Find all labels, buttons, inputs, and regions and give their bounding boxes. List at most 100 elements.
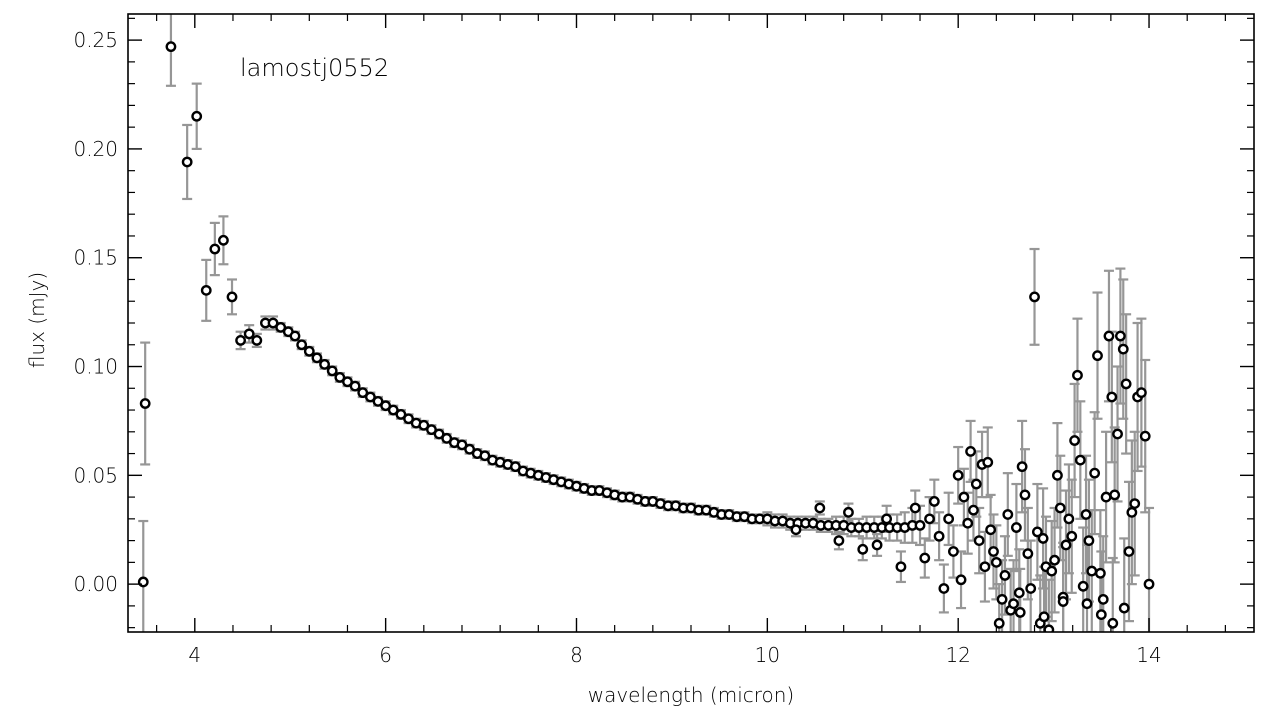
x-tick-label: 8 (570, 643, 583, 667)
data-point (289, 330, 301, 342)
data-point (226, 291, 238, 303)
data-point (1136, 387, 1147, 399)
data-point (1080, 509, 1092, 520)
data-point (1063, 513, 1075, 525)
data-point (137, 576, 149, 588)
data-point (857, 543, 869, 555)
data-point (1139, 430, 1151, 442)
data-point (1052, 469, 1063, 481)
data-point (914, 519, 926, 531)
data-marks (137, 14, 1155, 632)
data-point (1054, 502, 1066, 514)
data-point (311, 352, 323, 364)
data-point (418, 419, 430, 431)
data-point (357, 387, 369, 399)
data-point (1112, 428, 1123, 440)
data-point (296, 339, 308, 351)
y-tick-label: 0.10 (73, 355, 118, 379)
data-point (895, 561, 907, 573)
data-point (1077, 580, 1089, 592)
data-point (1057, 596, 1069, 607)
axes-layer: 4 6 8 10 12 14 0.00 0.05 0.10 0.15 0.20 0.25 (73, 13, 1255, 667)
data-point (395, 408, 407, 420)
data-point (1022, 548, 1034, 560)
data-point (267, 317, 279, 329)
data-point (1109, 489, 1121, 501)
data-point (464, 443, 476, 455)
data-point (1083, 535, 1095, 547)
data-point (1107, 617, 1119, 629)
data-point (938, 583, 950, 594)
data-point (275, 321, 287, 333)
data-point (968, 504, 979, 516)
data-point (1072, 369, 1083, 381)
x-tick-label: 4 (188, 643, 201, 667)
data-point (1086, 565, 1098, 577)
data-point (1094, 567, 1106, 579)
data-point (1019, 489, 1031, 501)
data-point (1066, 530, 1078, 542)
data-point (1043, 624, 1055, 632)
data-point (479, 450, 491, 462)
data-point (790, 524, 802, 536)
plot-layer (137, 14, 1155, 632)
data-point (441, 432, 453, 444)
data-point (1103, 330, 1115, 342)
data-point (1038, 611, 1050, 623)
data-point (909, 502, 921, 514)
data-point (235, 335, 247, 346)
data-point (380, 400, 392, 412)
data-point (1081, 598, 1093, 610)
data-point (999, 570, 1011, 581)
data-point (433, 428, 445, 440)
x-tick-label: 14 (1136, 643, 1161, 667)
data-point (833, 535, 845, 547)
data-point (1129, 498, 1141, 510)
data-point (209, 243, 221, 255)
data-point (952, 469, 964, 481)
data-point (1115, 330, 1126, 342)
y-tick-label: 0.05 (73, 463, 118, 487)
data-point (1025, 583, 1037, 594)
data-point (933, 530, 945, 542)
data-point (919, 552, 931, 564)
data-point (1013, 587, 1025, 599)
data-point (970, 478, 982, 490)
data-point (426, 424, 437, 436)
data-point (1008, 598, 1019, 610)
data-point (958, 491, 970, 503)
data-point (319, 358, 330, 370)
data-point (334, 372, 346, 383)
data-point (372, 395, 384, 407)
data-point (349, 380, 361, 392)
chart-annotation: lamostj0552 (240, 54, 389, 82)
data-point (982, 456, 994, 468)
data-point (843, 506, 854, 518)
data-point (1100, 491, 1112, 503)
data-point (1002, 509, 1014, 520)
data-point (1037, 533, 1049, 544)
data-point (1046, 565, 1058, 577)
data-point (251, 335, 263, 346)
data-point (200, 284, 212, 296)
data-point (1118, 602, 1130, 614)
data-point (1010, 522, 1022, 533)
data-point (181, 156, 193, 168)
data-point (364, 391, 376, 403)
data-point (943, 513, 955, 525)
data-point (955, 574, 967, 586)
data-point (456, 439, 468, 451)
data-point (996, 593, 1008, 605)
data-point (1029, 291, 1040, 303)
data-point (948, 546, 959, 557)
data-point (510, 461, 521, 473)
data-point (881, 513, 893, 525)
data-point (387, 404, 399, 416)
data-point (139, 398, 151, 409)
data-point (1143, 578, 1155, 590)
x-tick-label: 10 (755, 643, 780, 667)
x-tick-label: 6 (379, 643, 392, 667)
y-tick-label: 0.00 (73, 572, 118, 596)
data-point (1014, 607, 1026, 618)
data-point (1060, 539, 1072, 551)
